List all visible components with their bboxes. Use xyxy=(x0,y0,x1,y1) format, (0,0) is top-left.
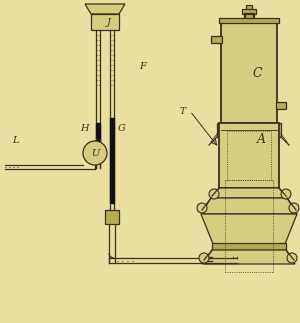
Text: G: G xyxy=(118,123,126,132)
Polygon shape xyxy=(85,4,125,14)
Polygon shape xyxy=(203,250,295,264)
FancyBboxPatch shape xyxy=(217,123,281,137)
Polygon shape xyxy=(201,214,297,244)
FancyBboxPatch shape xyxy=(221,23,277,123)
FancyBboxPatch shape xyxy=(276,102,286,109)
Circle shape xyxy=(83,141,107,165)
Circle shape xyxy=(197,203,207,213)
Circle shape xyxy=(289,203,299,213)
FancyBboxPatch shape xyxy=(246,5,252,10)
FancyBboxPatch shape xyxy=(211,36,222,43)
FancyBboxPatch shape xyxy=(105,210,119,224)
Polygon shape xyxy=(211,188,287,198)
Text: J: J xyxy=(107,17,111,26)
FancyBboxPatch shape xyxy=(244,13,254,18)
Text: H: H xyxy=(80,123,88,132)
FancyBboxPatch shape xyxy=(219,123,279,188)
FancyBboxPatch shape xyxy=(91,14,119,30)
Text: T: T xyxy=(180,107,186,116)
Text: U: U xyxy=(91,149,99,158)
Text: C: C xyxy=(252,67,262,79)
Polygon shape xyxy=(201,198,297,214)
Text: A: A xyxy=(256,132,266,145)
Circle shape xyxy=(209,189,219,199)
Text: L: L xyxy=(12,136,19,144)
Text: F: F xyxy=(140,61,146,70)
Circle shape xyxy=(281,189,291,199)
FancyBboxPatch shape xyxy=(242,9,256,14)
FancyBboxPatch shape xyxy=(219,18,279,23)
FancyBboxPatch shape xyxy=(245,14,253,18)
Circle shape xyxy=(287,253,297,263)
Circle shape xyxy=(199,253,209,263)
FancyBboxPatch shape xyxy=(212,243,286,250)
